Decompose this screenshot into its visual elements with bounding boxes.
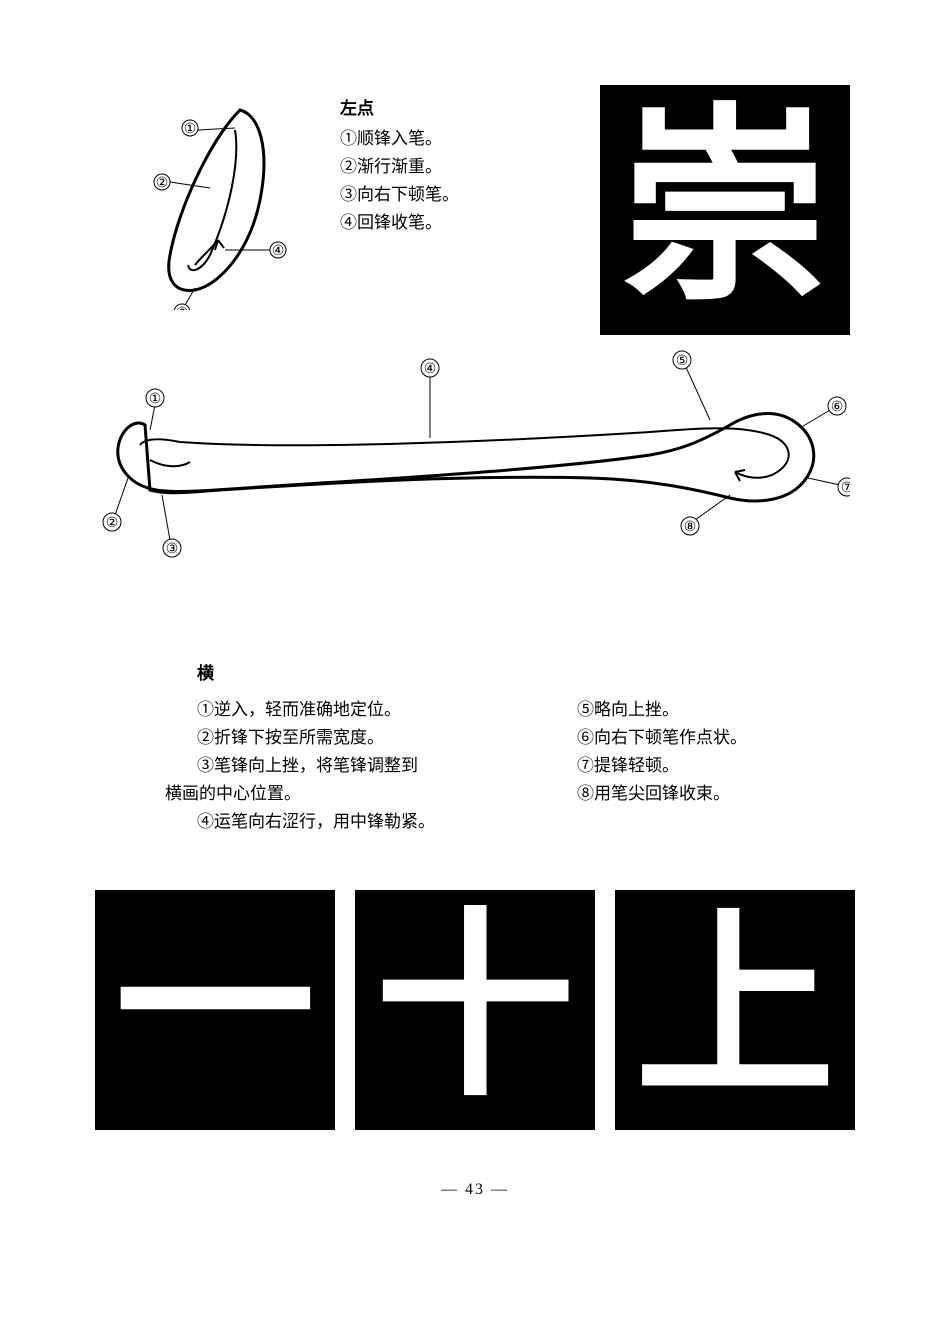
page-root: ① ② ③ ④ 左点 ①顺锋入笔。 ②渐行渐重。 ③向右下顿笔。 ④回锋收笔。 … <box>0 0 950 1344</box>
heng-step-1: ①逆入，轻而准确地定位。 <box>165 696 545 724</box>
zuodian-step-4: ④回锋收笔。 <box>340 209 459 237</box>
heng-label-4: ④ <box>424 362 437 377</box>
zuodian-label-3: ③ <box>176 306 189 310</box>
heng-title: 横 <box>197 660 815 688</box>
character-box-shang: 上 <box>615 890 855 1130</box>
brush-character-shi: 十 <box>375 910 575 1110</box>
heng-label-6: ⑥ <box>831 400 844 415</box>
heng-label-1: ① <box>149 392 162 407</box>
zuodian-title: 左点 <box>340 95 459 123</box>
heng-step-3b: 横画的中心位置。 <box>165 780 545 808</box>
zuodian-text: 左点 ①顺锋入笔。 ②渐行渐重。 ③向右下顿笔。 ④回锋收笔。 <box>340 95 459 237</box>
heng-text-block: 横 ①逆入，轻而准确地定位。 ②折锋下按至所需宽度。 ③笔锋向上挫，将笔锋调整到… <box>165 660 815 836</box>
heng-step-3a: ③笔锋向上挫，将笔锋调整到 <box>165 752 545 780</box>
heng-diagram: ① ② ③ ④ ⑤ ⑥ ⑦ ⑧ <box>90 350 850 560</box>
heng-left-column: ①逆入，轻而准确地定位。 ②折锋下按至所需宽度。 ③笔锋向上挫，将笔锋调整到 横… <box>165 696 545 836</box>
page-number: — 43 — <box>0 1181 950 1199</box>
brush-character-yi: 一 <box>115 910 315 1110</box>
heng-step-8: ⑧用笔尖回锋收束。 <box>545 780 815 808</box>
heng-label-8: ⑧ <box>684 520 697 535</box>
character-box-shi: 十 <box>355 890 595 1130</box>
zuodian-step-1: ①顺锋入笔。 <box>340 125 459 153</box>
heng-right-column: ⑤略向上挫。 ⑥向右下顿笔作点状。 ⑦提锋轻顿。 ⑧用笔尖回锋收束。 <box>545 696 815 836</box>
heng-label-7: ⑦ <box>841 481 850 496</box>
heng-step-4: ④运笔向右涩行，用中锋勒紧。 <box>165 808 545 836</box>
zuodian-label-2: ② <box>156 176 169 191</box>
character-box-yi: 一 <box>95 890 335 1130</box>
bottom-characters-row: 一 十 上 <box>95 890 855 1130</box>
heng-step-6: ⑥向右下顿笔作点状。 <box>545 724 815 752</box>
heng-step-7: ⑦提锋轻顿。 <box>545 752 815 780</box>
brush-character-chong: 崇 <box>620 105 830 315</box>
zuodian-label-4: ④ <box>272 244 285 259</box>
heng-step-2: ②折锋下按至所需宽度。 <box>165 724 545 752</box>
brush-character-shang: 上 <box>635 910 835 1110</box>
heng-step-5: ⑤略向上挫。 <box>545 696 815 724</box>
zuodian-step-3: ③向右下顿笔。 <box>340 181 459 209</box>
zuodian-label-1: ① <box>184 122 197 137</box>
heng-columns: ①逆入，轻而准确地定位。 ②折锋下按至所需宽度。 ③笔锋向上挫，将笔锋调整到 横… <box>165 696 815 836</box>
heng-label-3: ③ <box>166 542 179 557</box>
heng-label-5: ⑤ <box>676 354 689 369</box>
zuodian-step-2: ②渐行渐重。 <box>340 153 459 181</box>
zuodian-diagram: ① ② ③ ④ <box>140 90 320 310</box>
top-section: ① ② ③ ④ 左点 ①顺锋入笔。 ②渐行渐重。 ③向右下顿笔。 ④回锋收笔。 … <box>0 90 950 330</box>
character-box-chong: 崇 <box>600 85 850 335</box>
heng-label-2: ② <box>106 516 119 531</box>
